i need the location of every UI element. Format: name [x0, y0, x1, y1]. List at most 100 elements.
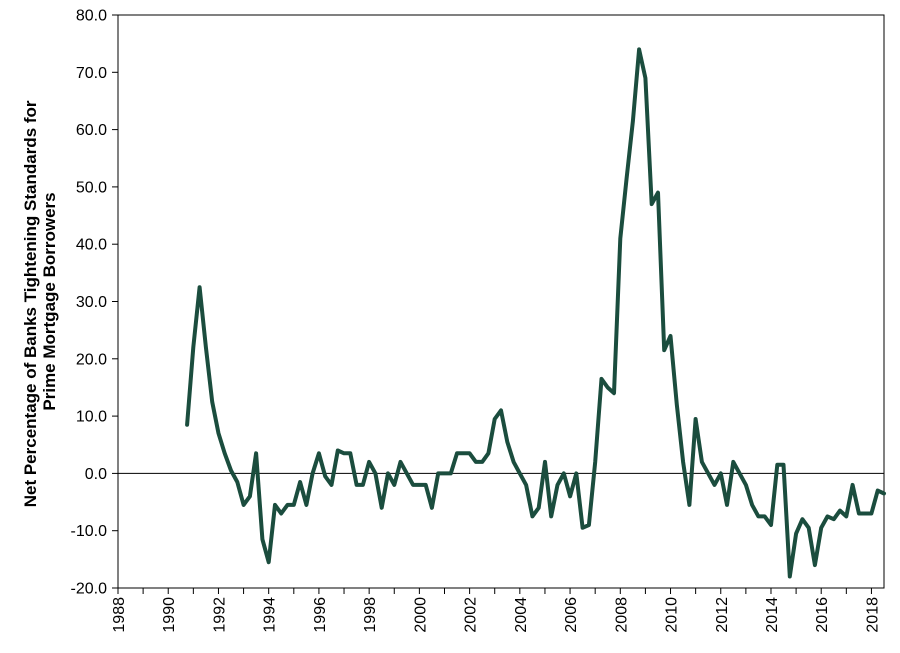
y-axis-title-line-1: Net Percentage of Banks Tightening Stand…: [21, 100, 40, 507]
data-point: [337, 449, 339, 452]
y-tick-label: 50.0: [76, 179, 107, 196]
data-point: [613, 392, 615, 394]
x-tick-label: 2012: [714, 597, 731, 633]
data-point: [550, 515, 552, 518]
x-tick-label: 2018: [864, 597, 881, 633]
data-point: [425, 484, 427, 486]
data-point: [236, 481, 238, 483]
data-point: [607, 386, 609, 389]
x-tick-label: 1996: [312, 597, 329, 633]
data-point: [801, 518, 804, 520]
data-point: [261, 538, 263, 540]
data-point: [211, 401, 213, 403]
data-point: [563, 472, 565, 474]
data-point: [487, 452, 489, 454]
data-point: [312, 472, 314, 474]
data-point: [450, 472, 452, 474]
data-point: [243, 504, 245, 506]
y-tick-label: 40.0: [76, 237, 107, 254]
y-tick-label: 10.0: [76, 409, 107, 426]
data-point: [330, 484, 333, 486]
data-point: [531, 515, 534, 518]
series-layer: [185, 47, 886, 579]
data-point: [795, 533, 797, 535]
data-point: [751, 504, 753, 506]
data-point: [883, 492, 885, 495]
data-point: [481, 461, 483, 463]
y-tick-label: 60.0: [76, 122, 107, 139]
data-point: [707, 472, 709, 474]
data-point: [513, 461, 515, 463]
data-point: [619, 237, 621, 240]
data-point: [582, 527, 584, 529]
data-point: [820, 527, 822, 529]
x-tick-label: 2002: [463, 597, 480, 633]
data-point: [230, 469, 232, 472]
data-point: [224, 452, 226, 454]
x-tick-label: 1998: [362, 597, 379, 633]
data-point: [814, 564, 816, 566]
data-point: [858, 512, 860, 515]
x-tick-label: 2006: [563, 597, 580, 633]
data-point: [688, 504, 691, 506]
data-point: [826, 515, 829, 518]
data-point: [374, 472, 376, 474]
data-point: [456, 452, 458, 454]
data-point: [192, 346, 194, 348]
x-tick-label: 2016: [814, 597, 831, 633]
data-point: [782, 464, 785, 466]
data-point: [657, 192, 659, 194]
plot-border: [117, 14, 885, 589]
series-line: [185, 47, 886, 579]
x-tick-label: 2008: [613, 597, 630, 633]
x-axis: 1988 1990 1992 1994 1996 1998 2000 2002 2004 2006…: [111, 588, 881, 633]
data-point: [663, 349, 665, 351]
data-point: [362, 484, 364, 486]
data-point: [286, 504, 289, 506]
data-point: [399, 461, 402, 463]
data-point: [475, 461, 477, 463]
x-tick-label: 1988: [111, 597, 128, 633]
data-point: [770, 524, 772, 526]
data-point: [839, 510, 841, 512]
data-point: [845, 515, 847, 518]
data-point: [305, 504, 307, 506]
data-point: [739, 472, 741, 474]
data-point: [525, 484, 527, 486]
y-axis-title: Net Percentage of Banks Tightening Stand…: [21, 96, 59, 508]
data-point: [462, 452, 464, 454]
data-point: [556, 484, 559, 486]
x-tick-label: 1990: [161, 597, 178, 633]
data-point: [544, 461, 546, 463]
data-point: [343, 452, 345, 454]
data-point: [764, 515, 766, 518]
x-tick-label: 2000: [412, 597, 429, 633]
y-tick-label: 30.0: [76, 294, 107, 311]
data-point: [205, 346, 207, 348]
data-point: [412, 484, 414, 486]
data-point: [268, 561, 270, 563]
y-tick-label: 70.0: [76, 65, 107, 82]
data-point: [808, 527, 810, 529]
data-point: [638, 48, 640, 51]
data-point: [651, 203, 653, 205]
y-tick-label: 0.0: [85, 466, 107, 483]
data-point: [506, 441, 508, 443]
data-point: [274, 504, 276, 506]
data-point: [494, 418, 496, 420]
data-point: [368, 461, 370, 463]
data-point: [356, 484, 358, 486]
plot-area: [117, 14, 885, 589]
data-point: [870, 512, 873, 515]
data-point: [745, 484, 747, 486]
data-point: [757, 515, 760, 518]
data-point: [669, 335, 672, 337]
data-point: [469, 452, 471, 454]
x-tick-label: 2004: [513, 597, 530, 633]
x-tick-label: 1994: [262, 597, 279, 633]
data-point: [418, 484, 420, 486]
data-point: [682, 461, 684, 463]
data-point: [381, 507, 383, 509]
data-point: [318, 452, 320, 454]
